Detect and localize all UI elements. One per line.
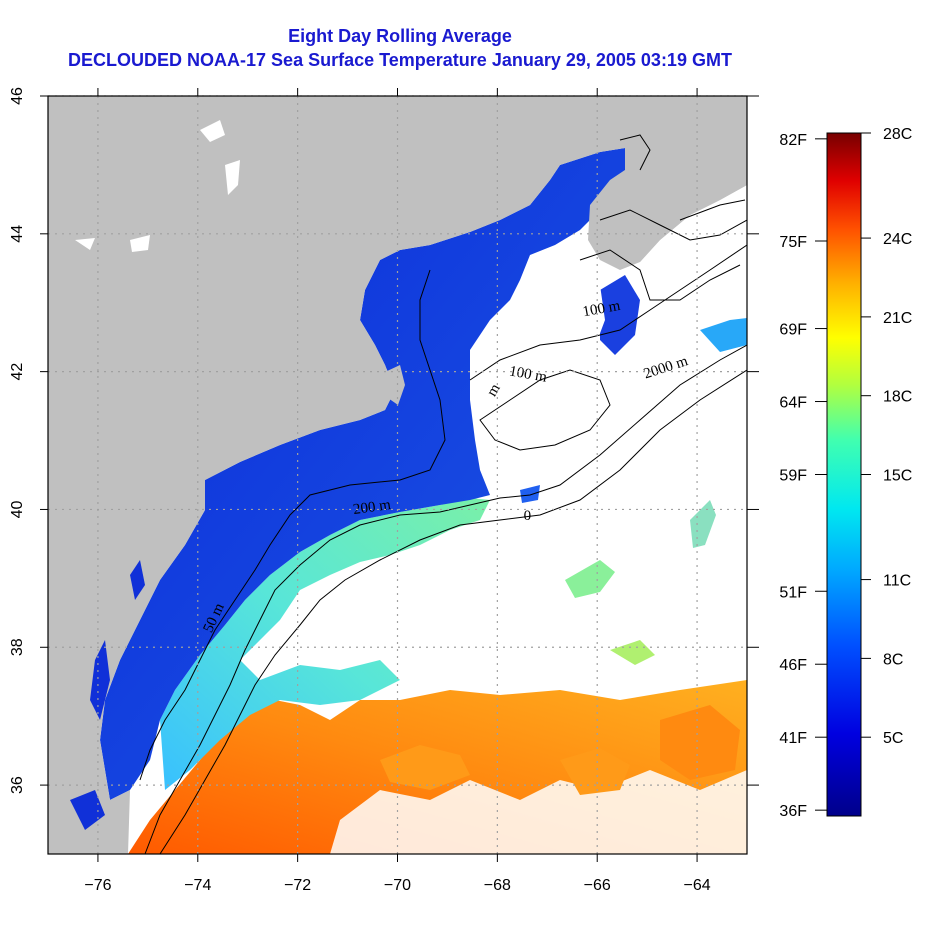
x-axis: −76 −74 −72 −70 −68 −66 −64 [84,88,711,894]
inland-water [75,238,95,250]
colorbar-label-f: 75F [779,234,807,251]
y-tick-label: 44 [9,225,26,243]
x-tick-label: −74 [184,877,211,894]
colorbar-celsius-labels: 28C 24C 21C 18C 15C 11C 8C 5C [861,126,912,747]
colorbar-label-f: 51F [779,584,807,601]
shelf-water [100,148,628,800]
inland-water [225,160,240,195]
colorbar-label-f: 41F [779,730,807,747]
contour-100m [479,369,611,451]
contour-2000m [159,369,747,854]
contour-50m [139,269,446,781]
warm-patch [560,748,630,795]
contour-label: 0 [524,508,532,524]
x-tick-label: −66 [584,877,611,894]
colorbar-label-c: 28C [883,126,912,143]
slope-patch [565,560,615,598]
x-tick-label: −70 [384,877,411,894]
colorbar-label-c: 21C [883,310,912,327]
bay-water [130,560,145,600]
land-mass [385,365,405,405]
y-tick-label: 42 [9,363,26,381]
bay-water [70,790,105,830]
map-subtitle: DECLOUDED NOAA-17 Sea Surface Temperatur… [68,50,732,70]
colorbar-label-f: 36F [779,803,807,820]
y-tick-label: 40 [9,500,26,518]
colorbar-label-f: 82F [779,132,807,149]
colorbar-fahrenheit-labels: 82F 75F 69F 64F 59F 51F 46F 41F 36F [779,132,827,820]
y-tick-label: 46 [9,87,26,105]
contour-label: 100 m [508,363,548,385]
colorbar-label-c: 5C [883,730,903,747]
bay-water [90,640,110,720]
colorbar-label-c: 18C [883,389,912,406]
bathymetry-contours [139,134,747,854]
x-tick-label: −64 [684,877,711,894]
warm-patch [660,705,740,780]
y-axis: 36 38 40 42 44 46 [9,87,48,794]
colorbar-label-c: 11C [883,573,911,590]
slope-patch [610,640,655,665]
land-mass [48,96,747,854]
contour-100m [599,209,747,241]
slope-patch [690,500,716,548]
inland-water [130,235,150,252]
map-title: Eight Day Rolling Average [288,26,512,46]
colorbar-label-f: 59F [779,468,807,485]
slope-water-band [160,498,490,790]
colorbar-label-c: 24C [883,231,912,248]
contour-label: 100 m [581,298,621,320]
contour-200m [144,344,747,854]
contour-100m [619,134,651,171]
no-data-hole [470,280,605,470]
x-tick-label: −72 [284,877,311,894]
colorbar-label-c: 8C [883,651,903,668]
y-tick-label: 38 [9,638,26,656]
colorbar [826,132,862,817]
shelf-patch [520,485,540,503]
inland-water [200,120,225,142]
colorbar-label-f: 46F [779,657,807,674]
contour-100m [679,199,746,221]
shelf-patch [700,318,747,352]
x-tick-label: −68 [484,877,511,894]
y-tick-label: 36 [9,776,26,794]
land-mass [588,118,747,270]
contour-100m [469,244,747,381]
colorbar-label-f: 64F [779,395,807,412]
colorbar-label-c: 15C [883,468,912,485]
x-tick-label: −76 [84,877,111,894]
warm-patch [330,770,747,854]
right-axis-ticks [747,95,759,786]
contour-100m [579,249,741,301]
colorbar-label-f: 69F [779,322,807,339]
warm-patch [380,745,470,790]
contour-label: 200 m [352,497,392,518]
shelf-patch [600,275,640,355]
